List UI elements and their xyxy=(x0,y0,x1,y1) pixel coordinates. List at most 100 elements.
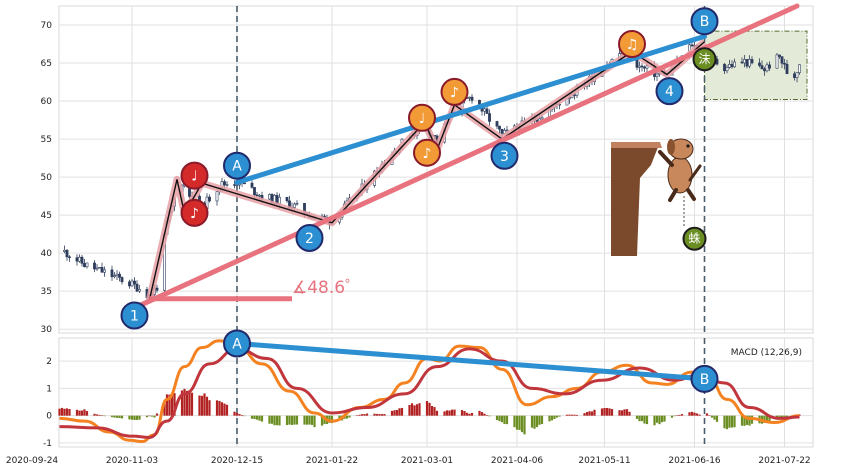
macd-histogram-bar xyxy=(515,415,519,430)
candle-body xyxy=(485,108,489,114)
macd-histogram-bar xyxy=(653,415,656,426)
macd-histogram-bar xyxy=(393,410,396,416)
candle-body xyxy=(690,44,694,47)
macd-histogram-bar xyxy=(688,412,691,416)
macd-y-tick-label: 0 xyxy=(46,412,52,422)
macd-histogram-bar xyxy=(628,411,631,416)
macd-histogram-bar xyxy=(675,415,679,416)
x-tick-label: 2020-09-24 xyxy=(6,456,59,466)
candle-body xyxy=(133,280,136,285)
macd-histogram-bar xyxy=(98,414,101,416)
macd-histogram-bar xyxy=(135,415,139,420)
macd-histogram-bar xyxy=(608,408,611,416)
macd-histogram-bar xyxy=(220,402,224,416)
macd-histogram-bar xyxy=(495,415,499,421)
macd-histogram-bar xyxy=(235,413,239,416)
macd-histogram-bar xyxy=(765,415,769,422)
macd-marker-text: A xyxy=(232,336,242,352)
macd-histogram-bar xyxy=(155,413,159,416)
macd-histogram-bar xyxy=(258,415,261,421)
price-marker-circle xyxy=(655,77,684,106)
macd-histogram-bar xyxy=(550,415,554,421)
macd-histogram-bar xyxy=(243,415,246,417)
candle-body xyxy=(208,196,211,202)
price-y-tick-label: 65 xyxy=(41,59,52,69)
macd-histogram-bar xyxy=(743,415,746,426)
macd-y-tick-label: -1 xyxy=(43,439,52,449)
candle-body xyxy=(85,262,89,268)
candle-body xyxy=(730,64,734,68)
macd-histogram-bar xyxy=(395,409,399,416)
macd-histogram-bar xyxy=(250,415,254,419)
macd-histogram-bar xyxy=(330,415,334,424)
macd-histogram-bar xyxy=(480,412,484,416)
macd-histogram-bar xyxy=(468,413,471,416)
macd-histogram-bar xyxy=(185,390,189,416)
candle-body xyxy=(120,277,124,283)
macd-histogram-bar xyxy=(478,410,481,416)
macd-histogram-bar xyxy=(553,415,556,419)
candle-body xyxy=(258,195,261,197)
macd-histogram-bar xyxy=(605,407,609,416)
macd-histogram-bar xyxy=(305,415,309,425)
macd-histogram-bar xyxy=(583,413,586,416)
macd-histogram-bar xyxy=(85,411,89,416)
macd-histogram-bar xyxy=(558,415,561,417)
macd-histogram-bar xyxy=(540,415,544,425)
macd-histogram-bar xyxy=(103,415,106,417)
macd-histogram-bar xyxy=(450,409,454,416)
x-tick-label: 2021-03-01 xyxy=(401,456,453,466)
macd-histogram-bar xyxy=(733,415,736,428)
macd-histogram-bar xyxy=(268,415,271,424)
macd-histogram-bar xyxy=(63,408,66,416)
macd-histogram-bar xyxy=(693,412,696,416)
macd-histogram-bar xyxy=(778,415,781,419)
macd-histogram-bar xyxy=(618,410,621,416)
macd-histogram-bar xyxy=(390,410,394,416)
macd-histogram-bar xyxy=(673,415,676,417)
macd-histogram-bar xyxy=(610,409,614,416)
macd-histogram-bar xyxy=(215,400,219,416)
macd-histogram-bar xyxy=(483,413,486,416)
macd-histogram-bar xyxy=(233,411,236,416)
candle-body xyxy=(723,63,726,72)
x-tick-label: 2021-01-22 xyxy=(306,456,358,466)
candle-body xyxy=(103,269,106,273)
candle-body xyxy=(113,275,116,278)
candle-body xyxy=(495,121,499,127)
price-marker-circle xyxy=(120,301,149,330)
candle-body xyxy=(750,59,754,64)
price-marker-circle xyxy=(690,7,719,36)
x-tick-label: 2021-05-11 xyxy=(578,456,630,466)
macd-histogram-bar xyxy=(255,415,259,420)
macd-marker-text: B xyxy=(700,372,710,388)
macd-histogram-bar xyxy=(698,414,701,416)
candle-body xyxy=(500,128,504,134)
candle-body xyxy=(638,65,641,68)
macd-histogram-bar xyxy=(320,415,324,426)
note-text: 蛛 xyxy=(688,231,700,246)
macd-histogram-bar xyxy=(118,415,121,419)
macd-histogram-bar xyxy=(643,415,646,424)
macd-histogram-bar xyxy=(565,414,569,416)
macd-histogram-bar xyxy=(485,415,489,416)
macd-histogram-bar xyxy=(95,414,99,416)
note-circle xyxy=(692,47,717,72)
macd-histogram-bar xyxy=(80,410,84,416)
price-marker-text: ♪ xyxy=(190,206,199,222)
macd-histogram-bar xyxy=(170,393,174,416)
macd-histogram-bar xyxy=(200,395,204,416)
macd-histogram-bar xyxy=(715,415,719,422)
macd-histogram-bar xyxy=(115,415,119,418)
price-y-tick-label: 45 xyxy=(41,211,52,221)
macd-histogram-bar xyxy=(288,415,291,425)
candle-body xyxy=(793,73,796,78)
candle-body xyxy=(115,273,119,276)
macd-histogram-bar xyxy=(708,415,711,416)
macd-histogram-bar xyxy=(303,415,306,425)
macd-histogram-bar xyxy=(463,410,466,416)
macd-histogram-bar xyxy=(470,412,474,416)
macd-histogram-bar xyxy=(378,414,381,416)
macd-histogram-bar xyxy=(555,415,559,418)
candle-body xyxy=(725,67,729,72)
